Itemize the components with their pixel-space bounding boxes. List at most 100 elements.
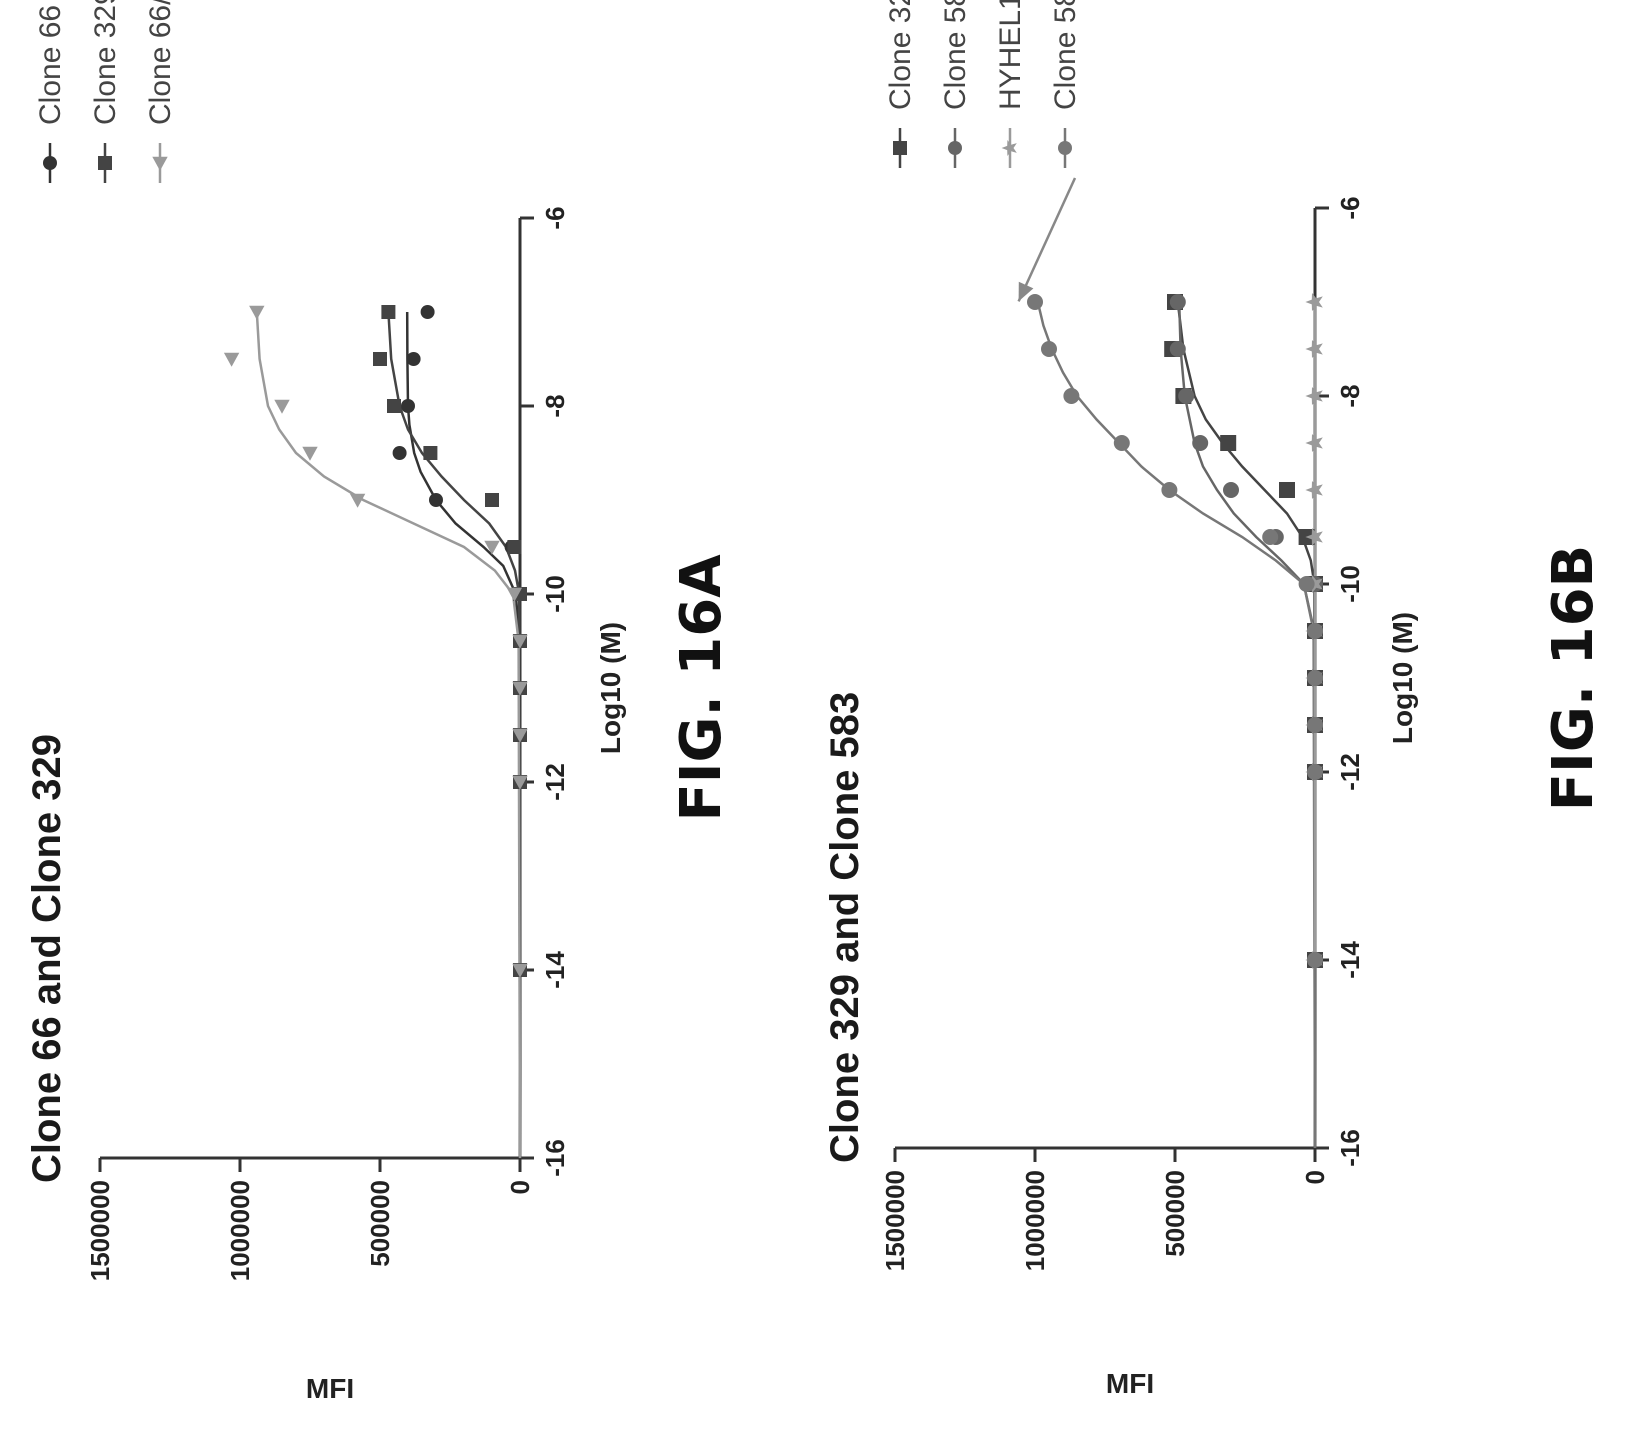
y-tick-label: 1500000 <box>880 1170 910 1271</box>
data-point-series-2 <box>1305 527 1323 547</box>
data-point-series-2 <box>302 446 318 461</box>
data-point-series-1 <box>507 540 522 554</box>
fit-curve-3 <box>1036 301 1317 1149</box>
fit-curves-16b <box>1036 301 1317 1149</box>
data-point-series-2 <box>512 634 528 649</box>
y-axis-label-16b: MFI <box>1106 1368 1154 1399</box>
data-point-series-0 <box>392 446 407 460</box>
data-point-series-3 <box>1307 670 1323 686</box>
fit-curve-0 <box>405 311 522 1159</box>
data-points-16b <box>1027 292 1323 970</box>
data-point-series-0 <box>1220 435 1237 451</box>
data-point-series-3 <box>1262 529 1279 545</box>
data-point-series-0 <box>401 399 415 413</box>
data-point-series-0 <box>429 493 443 507</box>
data-point-series-3 <box>1027 294 1043 310</box>
data-point-series-0 <box>420 305 435 319</box>
legend-swatch-marker <box>948 141 962 155</box>
fit-curves-16a <box>255 311 522 1159</box>
data-point-series-2 <box>349 493 366 508</box>
fit-curve-0 <box>1176 301 1317 1149</box>
data-point-series-2 <box>1305 386 1323 406</box>
annotation-arrow-16b <box>1017 177 1077 302</box>
legend-label: Clone 66 <box>34 5 67 125</box>
data-point-series-1 <box>373 352 387 366</box>
data-point-series-3 <box>1307 717 1323 733</box>
chart-panel-16b: Clone 329 and Clone 583 MFI 0 500000 10000… <box>823 0 1606 1399</box>
data-point-series-2 <box>274 399 290 414</box>
data-point-series-3 <box>1298 576 1315 592</box>
fit-curve-2 <box>255 311 522 1159</box>
legend-label: Clone 583 <box>939 0 972 110</box>
data-point-series-1 <box>1169 341 1186 357</box>
data-point-series-2 <box>1305 480 1323 500</box>
data-point-series-2 <box>223 352 240 367</box>
legend-label: Clone 329 <box>89 0 122 125</box>
legend-swatch-marker <box>1001 140 1017 156</box>
data-point-series-3 <box>1307 952 1323 968</box>
data-point-series-2 <box>512 728 528 743</box>
x-ticks-16b: -16 -14 -12 -10 -8 -6 <box>1315 196 1365 1167</box>
data-point-series-3 <box>1307 623 1323 639</box>
legend-16b: Clone 329 Clone 583 HYHEL10 Clone 583/329 C… <box>884 0 1082 168</box>
legend-swatch-marker <box>1058 141 1072 155</box>
y-ticks-16b: 0 500000 1000000 1500000 <box>880 1148 1330 1271</box>
chart-panel-16a: Clone 66 and Clone 329 MFI MFI 050000010… <box>25 0 734 1404</box>
data-point-series-1 <box>1192 435 1209 451</box>
data-point-series-3 <box>1063 388 1080 404</box>
legend-label: Clone 66/329 Cocktail <box>144 0 177 125</box>
legend-swatch-marker <box>893 141 907 155</box>
x-tick-label: -14 <box>540 951 570 989</box>
data-point-series-2 <box>1305 433 1323 453</box>
data-points-16a <box>223 305 528 978</box>
legend-swatch-marker <box>98 156 112 170</box>
data-point-series-0 <box>1279 482 1295 498</box>
annotation-arrowhead-16b <box>1018 281 1034 302</box>
data-point-series-2 <box>512 775 528 790</box>
x-tick-label: -16 <box>1335 1129 1365 1167</box>
figure-label-16b: FIG. 16B <box>1541 545 1606 811</box>
x-tick-label: -6 <box>1335 196 1365 219</box>
x-tick-label: -12 <box>1335 753 1365 791</box>
fit-curve-1 <box>1177 301 1317 1149</box>
data-point-series-1 <box>1169 294 1186 310</box>
y-tick-label: 500000 <box>1160 1170 1190 1257</box>
legend-swatch-marker <box>152 156 168 171</box>
chart-title-16b: Clone 329 and Clone 583 <box>823 692 867 1163</box>
data-point-series-3 <box>1307 764 1323 780</box>
data-point-series-1 <box>423 446 438 460</box>
x-tick-label: -8 <box>1335 384 1365 407</box>
x-axis-label-16a: Log10 (M) <box>595 622 626 754</box>
data-point-series-2 <box>506 587 523 602</box>
x-axis-label-16b: Log10 (M) <box>1387 612 1418 744</box>
x-tick-label: -6 <box>540 206 570 229</box>
legend-16a: Clone 66 Clone 329 Clone 66/329 Cocktail <box>34 0 177 183</box>
data-point-series-3 <box>1113 435 1130 451</box>
x-ticks-16a: -16 -14 -12 -10 -8 -6 <box>520 206 570 1177</box>
data-point-series-1 <box>1178 388 1195 404</box>
legend-label: Clone 583/329 Cocktail <box>1049 0 1082 110</box>
y-tick-label: 1000000 <box>225 1180 255 1281</box>
legend-label: Clone 329 <box>884 0 917 110</box>
x-tick-label: -10 <box>540 575 570 613</box>
data-point-series-2 <box>512 681 528 696</box>
data-point-series-3 <box>1041 341 1057 357</box>
y-ticks-16a: 0 500000 1000000 1500000 <box>85 1158 535 1281</box>
data-point-series-2 <box>484 540 500 555</box>
data-point-series-0 <box>406 352 421 366</box>
data-point-series-1 <box>1223 482 1239 498</box>
x-tick-label: -8 <box>540 394 570 417</box>
data-point-series-1 <box>381 305 396 319</box>
figure-label-16a: FIG. 16A <box>669 554 734 822</box>
chart-title-16a: Clone 66 and Clone 329 <box>25 734 69 1183</box>
data-point-series-3 <box>1161 482 1178 498</box>
data-point-series-1 <box>387 399 401 413</box>
data-point-series-2 <box>1305 292 1323 312</box>
x-tick-label: -10 <box>1335 565 1365 603</box>
data-point-series-2 <box>1305 339 1323 359</box>
data-point-series-2 <box>512 963 528 978</box>
y-tick-label: 0 <box>1300 1170 1330 1184</box>
